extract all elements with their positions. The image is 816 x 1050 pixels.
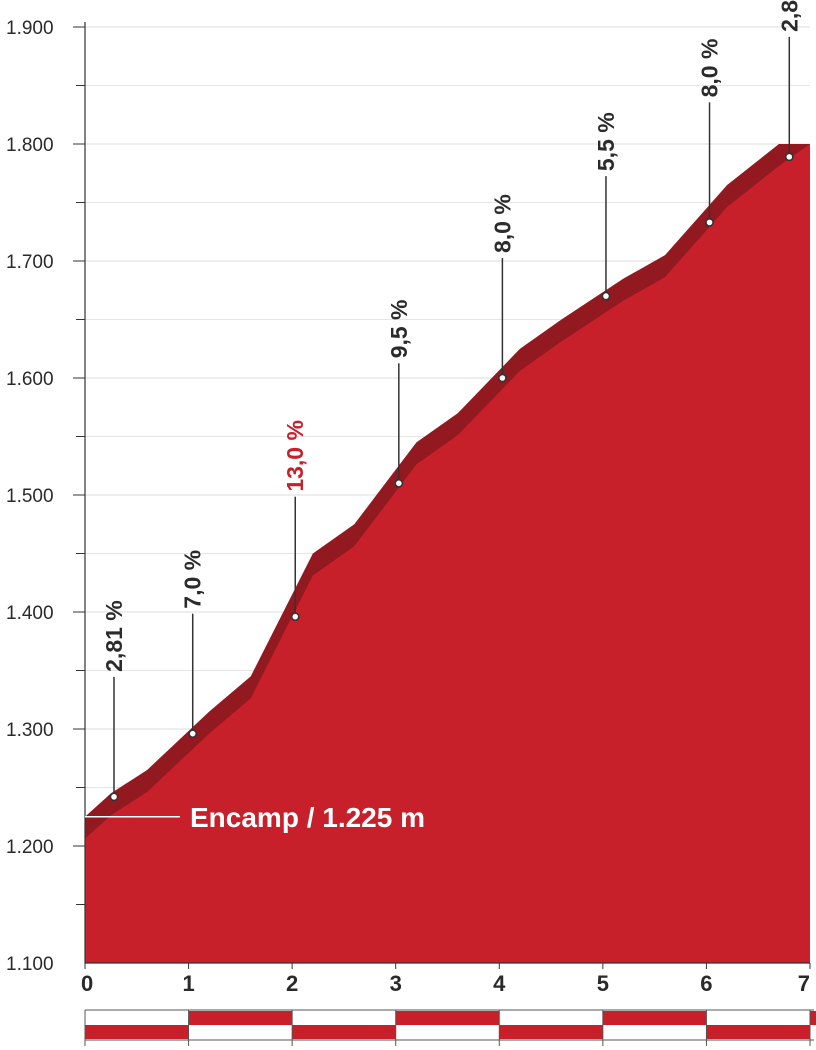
gradient-point-marker bbox=[394, 478, 404, 488]
x-tick-label: 1 bbox=[182, 971, 194, 996]
gradient-label: 8,0 % bbox=[489, 194, 515, 253]
x-tick-label: 7 bbox=[798, 971, 810, 996]
gradient-label: 7,0 % bbox=[180, 550, 206, 609]
start-annotation: Encamp / 1.225 m bbox=[85, 802, 425, 833]
scale-bar-km-block bbox=[810, 1011, 816, 1025]
x-tick-label: 5 bbox=[597, 971, 609, 996]
y-axis-tick-labels: 1.100 1.200 1.300 1.400 1.500 1.600 1.700 1.800… bbox=[6, 18, 54, 975]
gradient-label: 2,81 % bbox=[101, 600, 127, 672]
y-tick-label: 1.500 bbox=[6, 486, 54, 507]
profile-area bbox=[85, 144, 810, 963]
scale-bar-km-block bbox=[395, 1011, 500, 1025]
x-tick-label: 3 bbox=[390, 971, 402, 996]
scale-bar-km-block bbox=[499, 1025, 603, 1039]
scale-bar-km-block bbox=[292, 1025, 396, 1039]
y-tick-label: 1.200 bbox=[6, 837, 54, 858]
x-tick-label: 4 bbox=[493, 971, 506, 996]
gradient-point-marker bbox=[601, 291, 611, 301]
profile-fill bbox=[85, 144, 810, 963]
gradient-annotations: 2,81 % 7,0 % 13,0 % 9,5 % 8,0 % 5,5 % 8,0 % 2,8… bbox=[101, 0, 802, 802]
x-axis-tick-labels: 0 1 2 3 4 5 6 7 bbox=[81, 963, 811, 996]
gradient-point-marker bbox=[497, 373, 507, 383]
gradient-point-marker bbox=[109, 792, 119, 802]
scale-bar-km-block bbox=[602, 1011, 707, 1025]
gradient-label: 13,0 % bbox=[282, 420, 308, 492]
y-tick-label: 1.300 bbox=[6, 720, 54, 741]
start-label: Encamp / 1.225 m bbox=[190, 802, 425, 833]
gradient-point-marker bbox=[290, 612, 300, 622]
gradient-label: 8,0 % bbox=[697, 39, 723, 98]
gradient-point-marker bbox=[705, 217, 714, 227]
y-tick-label: 1.600 bbox=[6, 369, 54, 390]
x-tick-label: 2 bbox=[286, 971, 298, 996]
x-tick-label: 6 bbox=[700, 971, 712, 996]
y-tick-label: 1.400 bbox=[6, 603, 54, 624]
axes bbox=[73, 22, 810, 964]
distance-scale-bar bbox=[84, 1009, 816, 1046]
gradient-point-marker bbox=[188, 729, 198, 739]
gradient-label: 5,5 % bbox=[593, 112, 619, 171]
scale-bar-km-block bbox=[706, 1025, 810, 1039]
gradient-point-marker bbox=[784, 152, 794, 162]
y-tick-label: 1.700 bbox=[6, 252, 54, 273]
gradient-label: 9,5 % bbox=[386, 299, 412, 358]
x-tick-label: 0 bbox=[81, 971, 93, 996]
y-tick-label: 1.900 bbox=[6, 18, 54, 39]
y-tick-label: 1.800 bbox=[6, 135, 54, 156]
y-tick-label: 1.100 bbox=[6, 954, 54, 975]
scale-bar-km-block bbox=[85, 1025, 189, 1039]
gradient-label: 2,86 % bbox=[776, 0, 802, 32]
scale-bar-km-block bbox=[188, 1011, 293, 1025]
